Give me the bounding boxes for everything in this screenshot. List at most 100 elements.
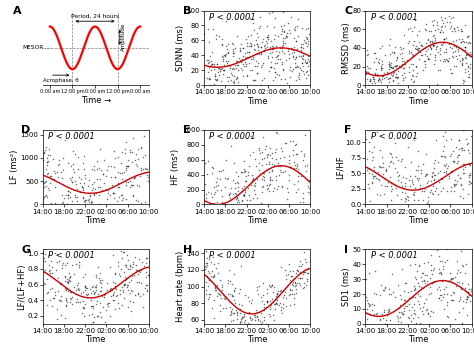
Point (52, 267, 60, 273)
Point (444, 58, 452, 63)
Point (46, 270, 54, 276)
Point (433, 43, 441, 49)
Point (452, 283, 460, 289)
Point (397, 351, 405, 352)
Point (259, 39, 266, 45)
Point (123, 196, 130, 202)
Point (68, 296, 75, 301)
Point (392, 64, 400, 69)
Point (124, 282, 132, 288)
Point (294, 276, 301, 281)
Point (245, 207, 253, 212)
Point (238, 67, 246, 73)
Point (418, 274, 425, 280)
Point (411, 286, 419, 292)
Point (395, 223, 403, 228)
Point (397, 202, 405, 208)
Point (254, 41, 261, 47)
Point (132, 218, 140, 223)
Point (365, 270, 373, 276)
Point (54, 275, 62, 281)
Point (135, 268, 143, 274)
Point (212, 36, 220, 42)
Point (208, 58, 215, 64)
Point (449, 289, 457, 294)
Point (399, 312, 407, 317)
Point (123, 284, 131, 289)
Point (256, 150, 264, 156)
Point (238, 315, 246, 320)
Point (460, 39, 468, 45)
Point (259, 293, 266, 298)
Point (117, 328, 124, 334)
Point (439, 29, 447, 34)
Point (123, 282, 130, 288)
Point (142, 234, 149, 240)
Text: G: G (21, 245, 30, 255)
Point (267, 325, 274, 331)
Point (229, 317, 237, 322)
Point (217, 66, 224, 72)
Point (392, 155, 400, 160)
Point (239, 192, 247, 198)
Point (104, 228, 111, 233)
Point (141, 152, 149, 157)
Point (387, 151, 395, 157)
Point (445, 13, 453, 19)
Point (363, 310, 371, 315)
Point (435, 266, 442, 272)
Point (204, 60, 211, 65)
Point (82, 213, 89, 219)
Point (143, 166, 151, 172)
Point (461, 44, 468, 50)
Point (378, 154, 386, 160)
Point (230, 288, 238, 294)
Point (274, 52, 282, 57)
Point (250, 182, 258, 188)
Point (120, 281, 128, 287)
Point (303, 26, 310, 32)
Point (385, 75, 393, 81)
Point (78, 184, 86, 189)
Point (95, 165, 103, 171)
Point (456, 58, 464, 64)
Point (255, 283, 263, 289)
Point (277, 307, 285, 313)
Point (388, 272, 396, 277)
Point (283, 197, 290, 202)
Point (46, 286, 54, 291)
Point (291, 27, 298, 33)
Point (253, 313, 261, 319)
Point (254, 314, 261, 320)
Point (400, 87, 408, 93)
Point (298, 204, 306, 209)
Point (457, 249, 465, 254)
Point (385, 308, 393, 314)
Point (108, 163, 115, 169)
Point (409, 54, 417, 59)
Point (43, 162, 50, 168)
Point (55, 288, 62, 294)
Point (447, 168, 455, 174)
Point (397, 296, 405, 302)
Point (120, 169, 128, 175)
Point (365, 181, 372, 187)
Point (92, 274, 100, 279)
Point (238, 315, 246, 321)
Point (381, 321, 389, 327)
Point (246, 40, 254, 46)
Point (268, 178, 276, 183)
Point (94, 204, 102, 209)
Point (251, 63, 259, 69)
Point (109, 297, 117, 302)
Point (289, 268, 297, 274)
Point (304, 270, 311, 276)
Point (395, 91, 402, 96)
Point (428, 280, 436, 285)
Point (241, 178, 249, 184)
Point (257, 82, 265, 87)
Point (415, 39, 423, 45)
Point (81, 166, 88, 172)
Point (368, 301, 376, 307)
Point (129, 193, 137, 199)
